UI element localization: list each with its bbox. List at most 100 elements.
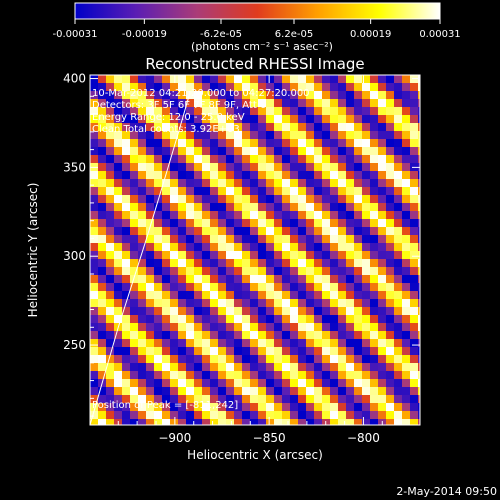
heatmap-cell xyxy=(194,243,203,252)
heatmap-cell xyxy=(242,275,251,284)
heatmap-cell xyxy=(90,411,99,420)
heatmap-cell xyxy=(298,411,307,420)
heatmap-cell xyxy=(354,211,363,220)
heatmap-cell xyxy=(242,315,251,324)
heatmap-cell xyxy=(98,195,107,204)
heatmap-cell xyxy=(146,371,155,380)
heatmap-cell xyxy=(322,187,331,196)
heatmap-cell xyxy=(322,163,331,172)
heatmap-cell xyxy=(250,323,259,332)
heatmap-cell xyxy=(178,379,187,388)
heatmap-cell xyxy=(338,211,347,220)
heatmap-cell xyxy=(338,403,347,412)
heatmap-cell xyxy=(386,291,395,300)
heatmap-cell xyxy=(282,347,291,356)
heatmap-cell xyxy=(274,131,283,140)
heatmap-cell xyxy=(386,187,395,196)
heatmap-cell xyxy=(378,363,387,372)
heatmap-cell xyxy=(314,83,323,92)
heatmap-cell xyxy=(346,323,355,332)
heatmap-cell xyxy=(186,299,195,308)
heatmap-cell xyxy=(306,147,315,156)
heatmap-cell xyxy=(146,243,155,252)
heatmap-cell xyxy=(138,219,147,228)
heatmap-cell xyxy=(122,419,131,425)
heatmap-cell xyxy=(114,275,123,284)
heatmap-cell xyxy=(354,235,363,244)
heatmap-cell xyxy=(418,155,420,164)
heatmap-cell xyxy=(282,299,291,308)
heatmap-cell xyxy=(314,267,323,276)
heatmap-cell xyxy=(370,235,379,244)
heatmap-cell xyxy=(314,123,323,132)
heatmap-cell xyxy=(386,363,395,372)
heatmap-cell xyxy=(202,195,211,204)
heatmap-cell xyxy=(146,299,155,308)
heatmap-cell xyxy=(386,347,395,356)
heatmap-cell xyxy=(250,283,259,292)
heatmap-cell xyxy=(162,275,171,284)
heatmap-cell xyxy=(362,395,371,404)
heatmap-cell xyxy=(338,115,347,124)
heatmap-cell xyxy=(154,283,163,292)
heatmap-cell xyxy=(322,147,331,156)
heatmap-cell xyxy=(410,363,419,372)
heatmap-cell xyxy=(170,307,179,316)
heatmap-cell xyxy=(114,403,123,412)
heatmap-cell xyxy=(266,187,275,196)
heatmap-cell xyxy=(202,83,211,92)
heatmap-cell xyxy=(346,187,355,196)
heatmap-cell xyxy=(370,291,379,300)
heatmap-cell xyxy=(322,131,331,140)
heatmap-cell xyxy=(402,203,411,212)
heatmap-cell xyxy=(258,219,267,228)
heatmap-cell xyxy=(122,203,131,212)
heatmap-cell xyxy=(162,411,171,420)
heatmap-cell xyxy=(194,387,203,396)
heatmap-cell xyxy=(402,123,411,132)
heatmap-cell xyxy=(218,371,227,380)
heatmap-cell xyxy=(138,131,147,140)
heatmap-cell xyxy=(266,211,275,220)
heatmap-cell xyxy=(218,395,227,404)
heatmap-cell xyxy=(114,171,123,180)
heatmap-cell xyxy=(354,403,363,412)
heatmap-cell xyxy=(330,251,339,260)
heatmap-cell xyxy=(314,419,323,425)
heatmap-cell xyxy=(370,371,379,380)
heatmap-cell xyxy=(378,179,387,188)
heatmap-cell xyxy=(282,283,291,292)
heatmap-cell xyxy=(178,83,187,92)
heatmap-cell xyxy=(314,379,323,388)
heatmap-cell xyxy=(266,315,275,324)
heatmap-cell xyxy=(146,331,155,340)
heatmap-cell xyxy=(402,115,411,124)
heatmap-cell xyxy=(106,99,115,108)
heatmap-cell xyxy=(274,243,283,252)
heatmap-cell xyxy=(90,395,99,404)
heatmap-cell xyxy=(162,243,171,252)
heatmap-cell xyxy=(154,139,163,148)
heatmap-cell xyxy=(258,75,267,84)
heatmap-cell xyxy=(178,323,187,332)
heatmap-cell xyxy=(226,411,235,420)
heatmap-cell xyxy=(298,219,307,228)
heatmap-cell xyxy=(298,203,307,212)
heatmap-cell xyxy=(394,219,403,228)
heatmap-cell xyxy=(330,75,339,84)
heatmap-cell xyxy=(202,347,211,356)
heatmap-cell xyxy=(130,347,139,356)
heatmap-cell xyxy=(234,139,243,148)
heatmap-cell xyxy=(362,195,371,204)
heatmap-cell xyxy=(242,267,251,276)
y-tick-label: 400 xyxy=(63,72,86,86)
heatmap-cell xyxy=(362,171,371,180)
heatmap-cell xyxy=(370,339,379,348)
heatmap-cell xyxy=(274,307,283,316)
heatmap-cell xyxy=(306,171,315,180)
heatmap-cell xyxy=(258,203,267,212)
heatmap-cell xyxy=(338,203,347,212)
heatmap-cell xyxy=(162,403,171,412)
heatmap-cell xyxy=(266,403,275,412)
heatmap-cell xyxy=(362,227,371,236)
